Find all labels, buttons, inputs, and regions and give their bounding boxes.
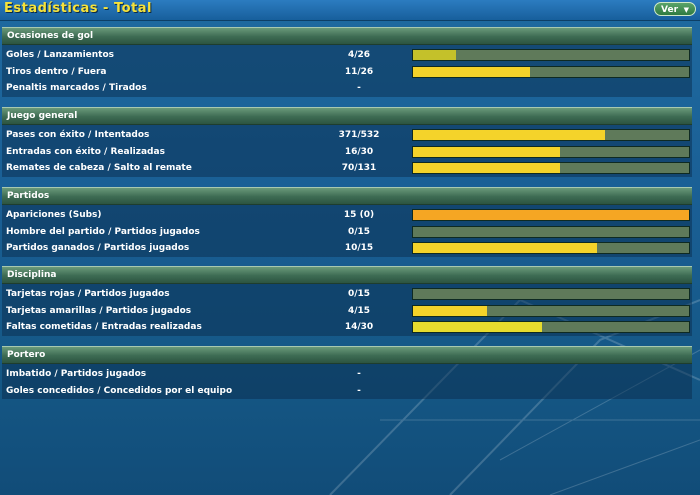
stat-value: 0/15 xyxy=(347,289,371,299)
stat-row: Remates de cabeza / Salto al remate 70/13… xyxy=(2,160,692,177)
stat-label: Remates de cabeza / Salto al remate xyxy=(6,163,192,174)
section-header: Juego general xyxy=(2,107,692,125)
stat-value: 371/532 xyxy=(338,130,380,140)
stat-bar xyxy=(412,304,690,317)
stat-row: Goles concedidos / Concedidos por el equ… xyxy=(2,383,692,400)
stat-bar-fill xyxy=(413,163,561,174)
stat-row: Partidos ganados / Partidos jugados 10/15 xyxy=(2,240,692,257)
stat-row: Penaltis marcados / Tirados - xyxy=(2,80,692,97)
section-2: Partidos Apariciones (Subs) 15 (0) Hombre d… xyxy=(2,187,692,257)
stat-bar xyxy=(412,209,690,221)
stat-value: 4/15 xyxy=(347,305,371,316)
section-body: Pases con éxito / Intentados 371/532 Entra… xyxy=(2,125,692,177)
stat-bar xyxy=(412,145,690,158)
stat-label: Goles concedidos / Concedidos por el equ… xyxy=(6,385,233,396)
stat-label: Hombre del partido / Partidos jugados xyxy=(6,226,200,237)
stat-bar-fill xyxy=(413,305,487,316)
stat-bar xyxy=(412,242,690,255)
stat-value: 14/30 xyxy=(344,322,374,333)
section-body: Tarjetas rojas / Partidos jugados 0/15 Tar… xyxy=(2,284,692,336)
ver-menu-button[interactable]: Ver ▼ xyxy=(654,2,696,16)
stat-row: Entradas con éxito / Realizadas 16/30 xyxy=(2,144,692,161)
chevron-down-icon: ▼ xyxy=(683,6,689,14)
stat-value: 4/26 xyxy=(347,50,371,60)
section-header: Disciplina xyxy=(2,266,692,284)
stat-bar-fill xyxy=(413,50,456,60)
stat-value: 10/15 xyxy=(344,243,374,254)
section-1: Juego general Pases con éxito / Intentado… xyxy=(2,107,692,177)
section-body: Imbatido / Partidos jugados - Goles conced… xyxy=(2,364,692,400)
stat-value: - xyxy=(357,369,361,379)
section-4: Portero Imbatido / Partidos jugados - Goles… xyxy=(2,346,692,400)
stat-row: Goles / Lanzamientos 4/26 xyxy=(2,47,692,64)
stat-label: Apariciones (Subs) xyxy=(6,210,102,220)
stat-bar xyxy=(412,288,690,300)
stat-bar-fill xyxy=(413,322,542,333)
stat-bar-fill xyxy=(413,66,530,77)
stat-row: Imbatido / Partidos jugados - xyxy=(2,366,692,383)
stat-bar xyxy=(412,225,690,238)
section-header: Partidos xyxy=(2,187,692,205)
stat-row: Pases con éxito / Intentados 371/532 xyxy=(2,127,692,144)
section-body: Apariciones (Subs) 15 (0) Hombre del parti… xyxy=(2,205,692,257)
page-title: Estadísticas - Total xyxy=(4,1,152,16)
stat-bar xyxy=(412,49,690,61)
stat-row: Faltas cometidas / Entradas realizadas 14… xyxy=(2,319,692,336)
stat-label: Penaltis marcados / Tirados xyxy=(6,83,147,94)
stat-bar-fill xyxy=(413,210,689,220)
stat-bar xyxy=(412,65,690,78)
stat-label: Imbatido / Partidos jugados xyxy=(6,369,147,379)
stat-bar xyxy=(412,129,690,141)
stat-value: 0/15 xyxy=(347,226,371,237)
section-3: Disciplina Tarjetas rojas / Partidos juga… xyxy=(2,266,692,336)
stat-row: Tarjetas rojas / Partidos jugados 0/15 xyxy=(2,286,692,303)
stat-label: Tarjetas rojas / Partidos jugados xyxy=(6,289,170,299)
stat-row: Apariciones (Subs) 15 (0) xyxy=(2,207,692,224)
stat-label: Tiros dentro / Fuera xyxy=(6,66,107,77)
stat-bar-fill xyxy=(413,243,598,254)
stat-bar xyxy=(412,162,690,175)
stat-row: Tarjetas amarillas / Partidos jugados 4/1… xyxy=(2,303,692,320)
stat-value: - xyxy=(357,83,361,94)
stat-label: Pases con éxito / Intentados xyxy=(6,130,150,140)
stat-label: Goles / Lanzamientos xyxy=(6,50,115,60)
stat-label: Entradas con éxito / Realizadas xyxy=(6,146,165,157)
stat-value: 70/131 xyxy=(341,163,377,174)
ver-menu-label: Ver xyxy=(661,5,679,15)
section-header: Ocasiones de gol xyxy=(2,27,692,45)
stat-bar xyxy=(412,321,690,334)
stat-row: Tiros dentro / Fuera 11/26 xyxy=(2,64,692,81)
stat-value: 15 (0) xyxy=(343,210,375,220)
section-0: Ocasiones de gol Goles / Lanzamientos 4/26… xyxy=(2,27,692,97)
title-bar: Estadísticas - Total Ver ▼ xyxy=(0,0,700,21)
stat-value: - xyxy=(357,385,361,396)
stat-value: 16/30 xyxy=(344,146,374,157)
section-body: Goles / Lanzamientos 4/26 Tiros dentro / F… xyxy=(2,45,692,97)
section-header: Portero xyxy=(2,346,692,364)
stat-label: Tarjetas amarillas / Partidos jugados xyxy=(6,305,192,316)
stat-label: Partidos ganados / Partidos jugados xyxy=(6,243,190,254)
stat-row: Hombre del partido / Partidos jugados 0/1… xyxy=(2,224,692,241)
stat-bar-fill xyxy=(413,130,606,140)
stat-bar-fill xyxy=(413,146,561,157)
stat-value: 11/26 xyxy=(344,66,374,77)
stat-label: Faltas cometidas / Entradas realizadas xyxy=(6,322,202,333)
